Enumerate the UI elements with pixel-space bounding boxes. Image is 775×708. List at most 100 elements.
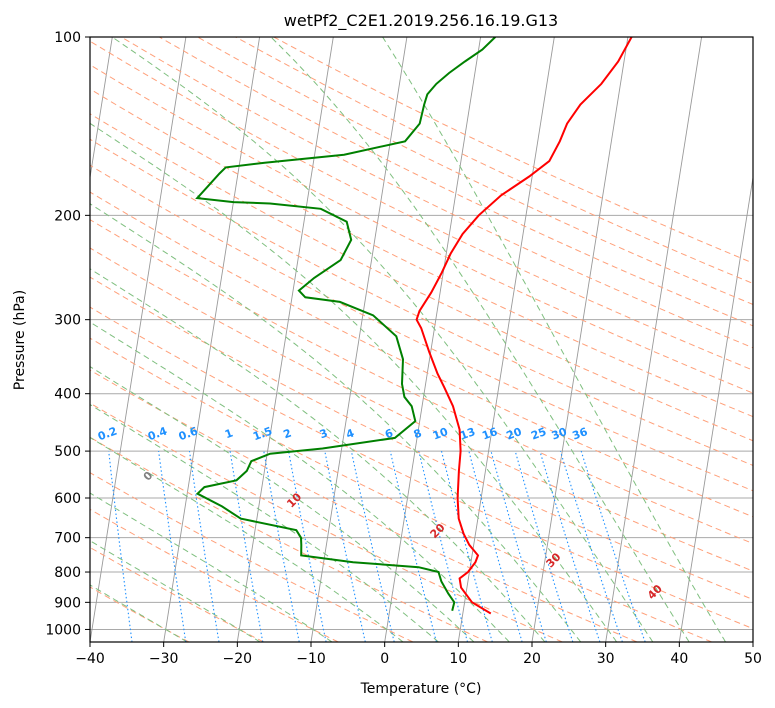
mixing-ratio-line	[324, 450, 366, 642]
temperature-profile-line	[415, 37, 633, 615]
isotherm-line	[90, 37, 113, 181]
mixing-ratio-label: 13	[458, 425, 477, 442]
dry-adiabat-line	[90, 40, 753, 371]
isotherm-line	[236, 37, 334, 642]
y-tick-label: 700	[54, 531, 81, 547]
dry-adiabat-line	[90, 247, 753, 572]
mixing-ratio-label: 3	[318, 426, 330, 441]
y-tick-label: 900	[54, 595, 81, 611]
x-tick-label: 30	[597, 651, 615, 667]
y-tick-label: 100	[54, 30, 81, 46]
isotherm-line	[531, 37, 629, 642]
x-axis-label: Temperature (°C)	[360, 681, 482, 697]
dry-adiabat-line	[90, 337, 712, 642]
dry-adiabat-line	[90, 276, 753, 601]
mixing-ratio-label: 20	[505, 425, 524, 443]
chart-title: wetPf2_C2E1.2019.256.16.19.G13	[284, 11, 558, 31]
dry-adiabat-line	[90, 369, 638, 642]
isotherm-line	[310, 37, 408, 642]
x-tick-label: 40	[670, 651, 688, 667]
isotherm-line	[457, 37, 555, 642]
moist-adiabat-line	[90, 268, 546, 642]
dry-adiabat-line	[90, 508, 339, 642]
x-tick-label: −10	[296, 651, 326, 667]
mixing-ratio-label: 25	[529, 425, 548, 442]
y-tick-label: 800	[54, 565, 81, 581]
isotherm-line	[605, 37, 703, 642]
mixing-ratio-line	[559, 450, 623, 642]
y-tick-label: 200	[54, 208, 81, 224]
x-tick-label: −30	[149, 651, 179, 667]
dewpoint-profile-line	[195, 37, 496, 612]
y-tick-label: 400	[54, 387, 81, 403]
moist-adiabat-line	[90, 122, 618, 642]
mixing-ratio-line	[580, 450, 646, 642]
dry-adiabat-line	[90, 88, 753, 418]
y-tick-label: 500	[54, 444, 81, 460]
dry-adiabat-line	[235, 37, 753, 285]
moist-adiabat-line	[90, 540, 261, 642]
x-tick-label: 10	[449, 651, 467, 667]
x-tick-label: 0	[380, 651, 389, 667]
mixing-ratio-line	[418, 450, 469, 642]
dry-adiabat-line	[90, 113, 753, 442]
dry-adiabat-line	[273, 37, 753, 264]
x-tick-label: −40	[75, 651, 105, 667]
mixing-ratio-label: 0.1	[49, 424, 72, 443]
x-tick-label: 20	[523, 651, 541, 667]
moist-adiabat-line	[90, 203, 582, 642]
mixing-ratio-line	[514, 450, 574, 642]
mixing-ratio-label: 0.6	[177, 424, 200, 443]
mixing-ratio-line	[440, 450, 493, 642]
isotherm-line	[678, 174, 753, 642]
mixing-ratio-line	[468, 450, 523, 642]
mixing-ratio-label: 36	[571, 425, 590, 443]
dry-adiabat-line	[197, 37, 753, 305]
mixing-ratio-label: 6	[383, 426, 395, 441]
mixing-ratio-label: 4	[344, 426, 356, 441]
isotherm-line	[384, 37, 482, 642]
dry-adiabat-line	[90, 164, 753, 492]
dry-adiabat-line	[90, 586, 190, 642]
mixing-ratio-label: 16	[480, 425, 499, 443]
y-axis-label: Pressure (hPa)	[12, 290, 28, 390]
dry-adiabat-line	[120, 37, 753, 349]
moist-adiabat-line	[90, 403, 439, 642]
mixing-ratio-label: 10	[431, 425, 450, 443]
moist-adiabat-line	[270, 37, 690, 642]
mixing-ratio-line	[158, 451, 187, 642]
dry-adiabat-line	[90, 191, 753, 518]
dry-adiabat-line	[90, 219, 753, 545]
dry-adiabat-line	[90, 138, 753, 466]
moist-adiabat-line	[90, 584, 188, 642]
dry-adiabat-line	[90, 306, 753, 630]
moist-adiabat-line	[382, 37, 727, 642]
mixing-ratio-label: 2	[282, 426, 294, 441]
dry-adiabat-line	[90, 436, 488, 642]
mixing-ratio-line	[188, 451, 220, 642]
isotherm-line	[752, 639, 753, 642]
plot-frame	[89, 36, 754, 643]
dry-adiabat-line	[90, 472, 414, 642]
mixing-ratio-line	[539, 450, 601, 642]
x-tick-label: 50	[744, 651, 762, 667]
moist-adiabat-line	[111, 37, 654, 642]
mixing-ratio-line	[389, 450, 437, 642]
mixing-ratio-line	[288, 451, 327, 642]
y-tick-label: 600	[54, 491, 81, 507]
moist-adiabat-label: 30	[544, 550, 564, 570]
mixing-ratio-label: 8	[412, 426, 424, 441]
mixing-ratio-line	[490, 450, 547, 642]
dry-adiabat-line	[90, 546, 264, 642]
mixing-ratio-line	[108, 451, 133, 642]
moist-adiabat-line	[90, 436, 404, 642]
mixing-ratio-label: 30	[550, 425, 569, 443]
dry-adiabat-line	[90, 64, 753, 394]
mixing-ratio-label: 0.4	[146, 424, 169, 443]
y-tick-label: 1000	[45, 622, 81, 638]
mixing-ratio-line	[263, 451, 300, 642]
mixing-ratio-label: 0.2	[96, 424, 119, 443]
isotherm-line	[163, 37, 261, 642]
moist-adiabat-line	[90, 321, 510, 642]
